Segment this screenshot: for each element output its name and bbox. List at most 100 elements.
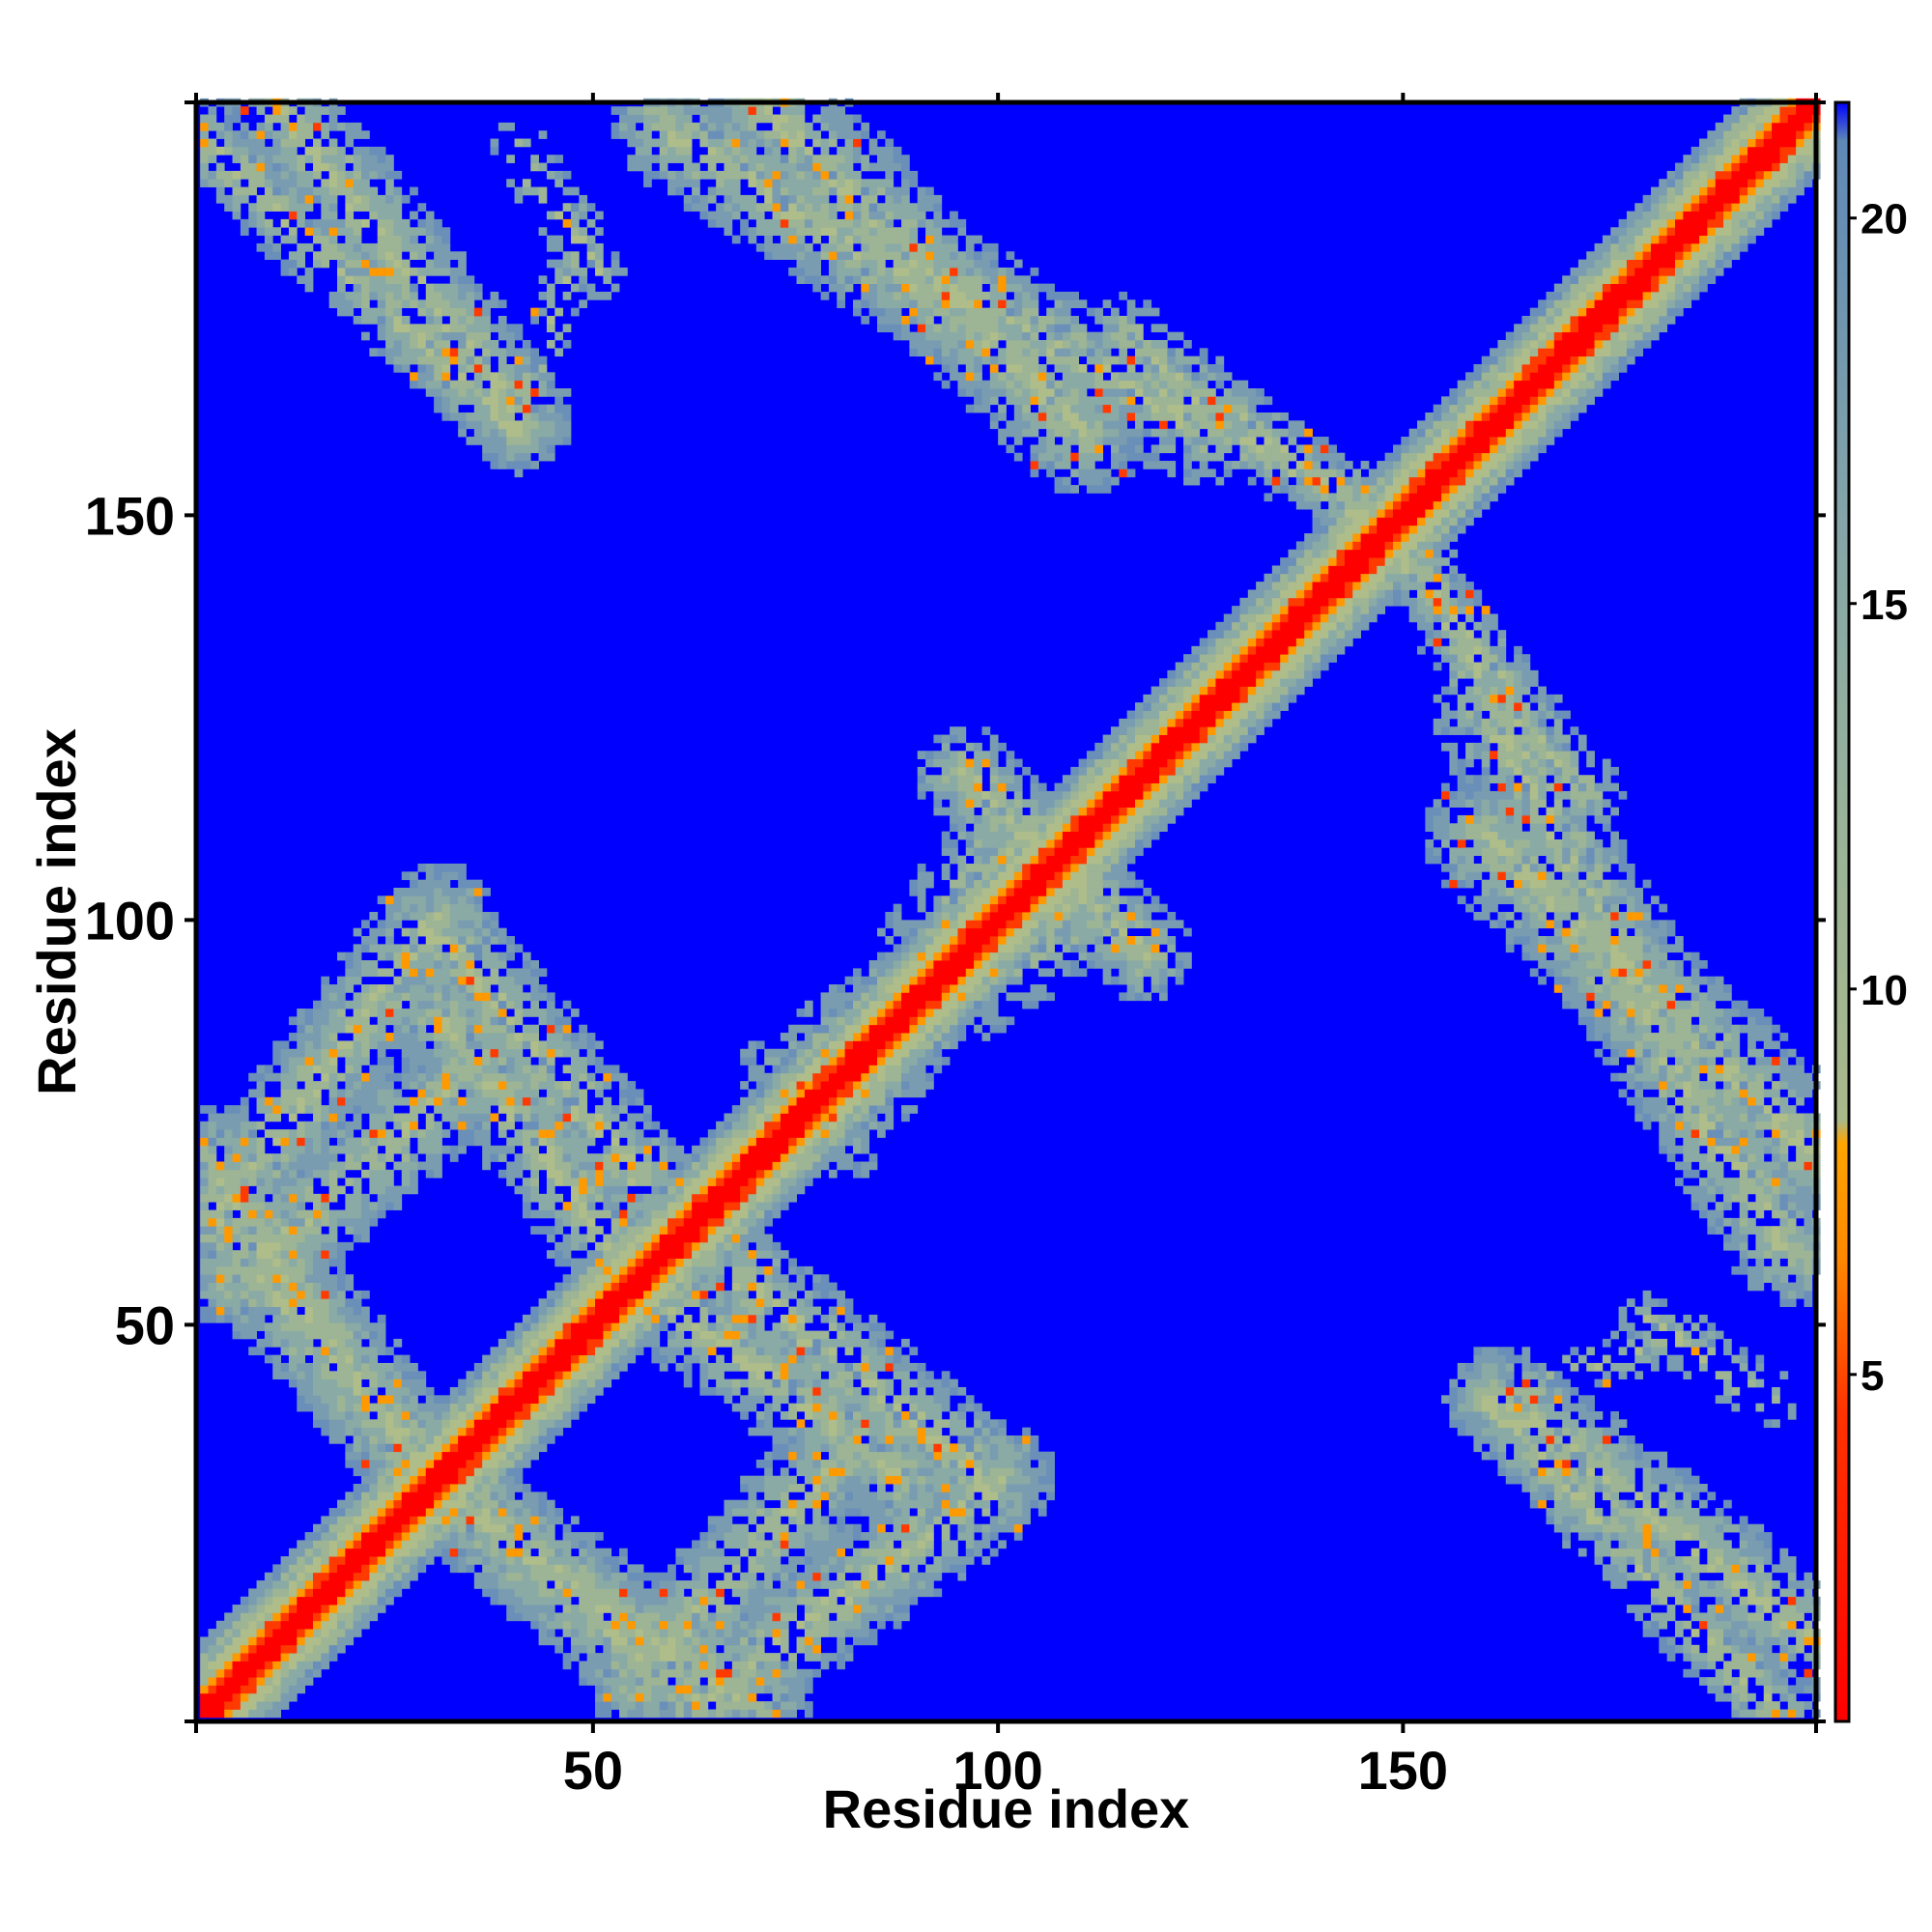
heatmap-cell (353, 1161, 362, 1171)
heatmap-cell (337, 1016, 346, 1026)
heatmap-cell (699, 1378, 709, 1388)
heatmap-cell (401, 331, 411, 341)
heatmap-cell (554, 348, 564, 357)
heatmap-cell (280, 1209, 290, 1219)
heatmap-cell (659, 1580, 668, 1589)
heatmap-cell (473, 927, 483, 937)
heatmap-cell (506, 1492, 515, 1501)
heatmap-cell (321, 1137, 330, 1147)
heatmap-cell (651, 1612, 661, 1622)
heatmap-cell (288, 1314, 298, 1323)
heatmap-cell (361, 130, 370, 139)
heatmap-cell (731, 1298, 741, 1307)
heatmap-cell (232, 179, 242, 187)
heatmap-cell (683, 1692, 693, 1702)
heatmap-cell (619, 1338, 628, 1348)
heatmap-cell (490, 1347, 499, 1356)
heatmap-cell (603, 1258, 612, 1267)
heatmap-cell (554, 1347, 564, 1356)
heatmap-cell (200, 114, 209, 124)
heatmap-cell (393, 1362, 403, 1372)
heatmap-cell (410, 1443, 418, 1453)
heatmap-cell (304, 1548, 314, 1557)
heatmap-cell (651, 1241, 661, 1251)
heatmap-cell (635, 1193, 644, 1203)
heatmap-cell (699, 1692, 709, 1702)
heatmap-cell (321, 1169, 330, 1179)
heatmap-cell (410, 992, 418, 1002)
heatmap-cell (337, 1105, 346, 1114)
heatmap-cell (304, 1282, 314, 1292)
heatmap-cell (288, 1258, 298, 1267)
heatmap-cell (434, 1048, 442, 1058)
heatmap-cell (208, 155, 217, 163)
heatmap-cell (417, 1564, 427, 1574)
heatmap-cell (425, 1410, 435, 1420)
heatmap-cell (264, 1661, 273, 1670)
heatmap-cell (692, 1685, 700, 1694)
heatmap-cell (377, 1024, 386, 1034)
heatmap-cell (393, 1499, 403, 1509)
heatmap-cell (562, 1024, 572, 1034)
heatmap-cell (546, 1435, 555, 1444)
heatmap-cell (675, 1330, 685, 1340)
heatmap-cell (321, 1330, 330, 1340)
heatmap-cell (668, 1588, 676, 1598)
heatmap-cell (651, 170, 661, 180)
heatmap-cell (748, 170, 757, 180)
heatmap-cell (506, 364, 515, 373)
heatmap-cell (692, 1668, 700, 1678)
heatmap-cell (716, 1241, 724, 1251)
heatmap-cell (473, 1460, 483, 1468)
heatmap-cell (208, 122, 217, 131)
heatmap-cell (611, 1169, 620, 1179)
heatmap-cell (554, 1516, 564, 1525)
heatmap-cell (683, 1193, 693, 1203)
heatmap-cell (224, 1226, 233, 1235)
heatmap-cell (538, 1354, 548, 1364)
heatmap-cell (417, 203, 427, 212)
heatmap-cell (410, 1410, 418, 1420)
heatmap-cell (514, 1564, 524, 1574)
heatmap-cell (385, 275, 394, 285)
heatmap-cell (506, 412, 515, 421)
heatmap-cell (627, 1089, 637, 1098)
heatmap-cell (731, 1532, 741, 1541)
heatmap-cell (232, 1274, 242, 1283)
heatmap-cell (707, 1145, 717, 1154)
heatmap-cell (562, 1145, 572, 1154)
heatmap-cell (361, 186, 370, 196)
heatmap-cell (272, 1580, 281, 1589)
heatmap-cell (731, 1314, 741, 1323)
heatmap-cell (353, 1371, 362, 1380)
heatmap-cell (490, 1451, 499, 1461)
heatmap-cell (506, 1467, 515, 1477)
heatmap-cell (401, 1048, 411, 1058)
heatmap-cell (200, 1145, 209, 1154)
heatmap-cell (272, 1040, 281, 1050)
heatmap-cell (385, 1371, 394, 1380)
heatmap-cell (377, 1371, 386, 1380)
heatmap-cell (297, 251, 306, 260)
heatmap-cell (417, 887, 427, 896)
heatmap-cell (538, 1508, 548, 1517)
heatmap-cell (473, 1033, 483, 1041)
heatmap-cell (731, 130, 741, 139)
heatmap-cell (586, 203, 596, 212)
heatmap-cell (288, 122, 298, 131)
heatmap-cell (410, 355, 418, 365)
heatmap-cell (369, 1209, 379, 1219)
heatmap-cell (297, 1556, 306, 1565)
heatmap-cell (458, 1467, 467, 1477)
heatmap-cell (215, 1668, 225, 1678)
heatmap-cell (248, 1089, 257, 1098)
heatmap-cell (280, 1234, 290, 1243)
heatmap-cell (458, 1523, 467, 1533)
heatmap-cell (668, 1282, 676, 1292)
heatmap-cell (724, 1378, 733, 1388)
heatmap-cell (232, 1644, 242, 1654)
heatmap-cell (603, 1644, 612, 1654)
heatmap-cell (434, 960, 442, 969)
heatmap-cell (345, 1572, 355, 1581)
heatmap-cell (579, 299, 588, 309)
